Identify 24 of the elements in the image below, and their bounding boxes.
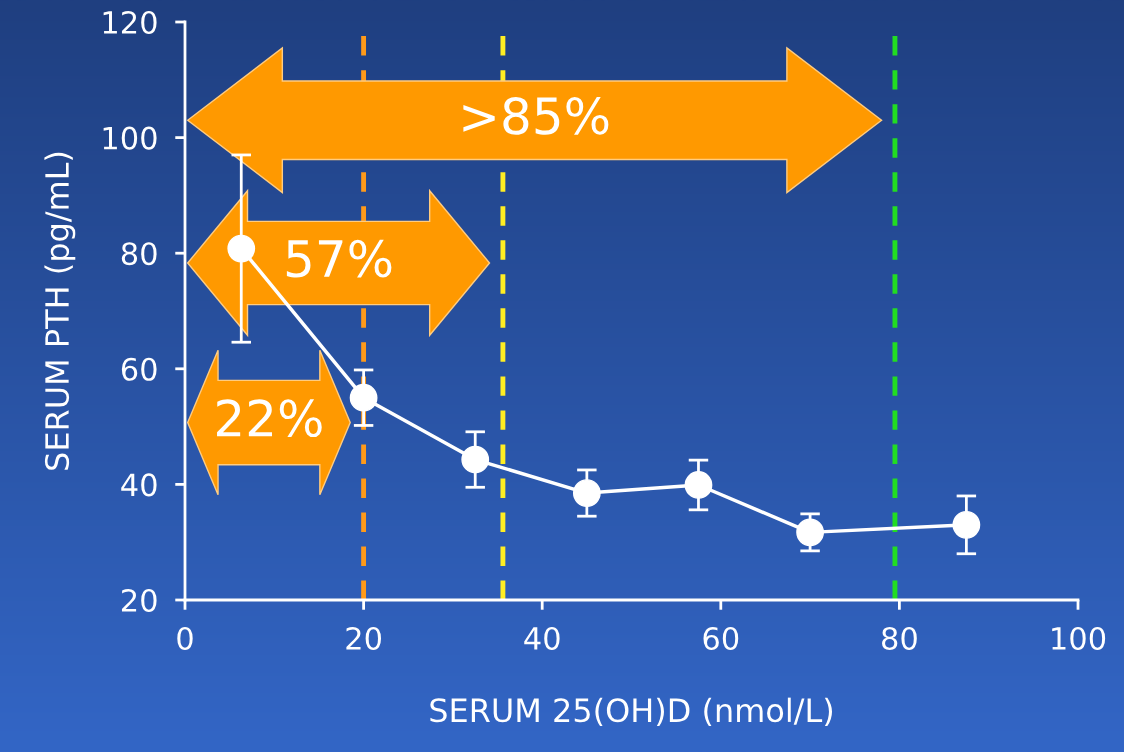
y-tick-label: 40 [121, 473, 157, 497]
y-axis-title: SERUM PTH (pg/mL) [44, 152, 76, 470]
y-tick-label: 60 [121, 357, 157, 381]
point [461, 445, 490, 474]
x-tick-label: 80 [882, 626, 917, 651]
y-tick-label: 80 [121, 242, 157, 266]
point [572, 479, 601, 507]
y-tick-label: 120 [103, 10, 157, 35]
x-tick-label: 20 [346, 626, 382, 651]
y-tick-label: 20 [121, 588, 157, 613]
point [684, 471, 713, 499]
point [796, 518, 824, 547]
annotation: 57% [286, 239, 392, 278]
x-tick-label: 0 [177, 626, 193, 651]
y-tick-label: 100 [103, 126, 157, 150]
x-tick-label: 40 [524, 626, 560, 651]
point [227, 234, 256, 263]
annotation: 22% [217, 399, 322, 438]
x-tick-label: 60 [703, 626, 739, 651]
x-axis-title: SERUM 25(OH)D (nmol/L) [430, 697, 833, 727]
point [952, 510, 981, 539]
annotation: >85% [463, 96, 609, 135]
point [349, 383, 378, 412]
x-tick-label: 100 [1052, 626, 1106, 651]
